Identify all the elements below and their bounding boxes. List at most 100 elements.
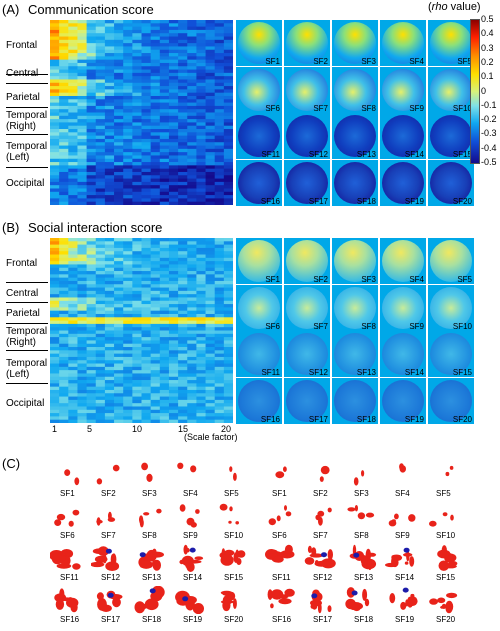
heatmap-cell: [114, 148, 124, 153]
significance-blob: [219, 503, 228, 511]
heatmap-cell: [77, 119, 87, 123]
significance-blob: [51, 553, 63, 565]
heatmap-cell: [132, 95, 142, 100]
significance-blob: [317, 560, 331, 566]
sf-label: SF19: [183, 615, 203, 624]
heatmap-cell: [196, 337, 206, 341]
heatmap-cell: [132, 251, 142, 255]
heatmap-cell: [159, 79, 170, 84]
sf-label: SF10: [436, 531, 456, 540]
heatmap-cell: [68, 162, 78, 166]
heatmap-cell: [59, 251, 69, 255]
heatmap-cell: [68, 158, 78, 163]
heatmap-cell: [59, 95, 69, 100]
heatmap-cell: [178, 257, 188, 262]
heatmap-cell: [168, 416, 179, 421]
heatmap-cell: [59, 300, 69, 305]
heatmap-cell: [214, 102, 225, 107]
heatmap-cell: [132, 195, 142, 199]
heatmap-cell: [68, 327, 78, 331]
heatmap-cell: [104, 162, 115, 166]
heatmap-cell: [104, 389, 115, 394]
heatmap-cell: [114, 33, 124, 37]
heatmap-cell: [95, 419, 106, 423]
heatmap-cell: [214, 109, 225, 113]
heatmap-cell: [150, 386, 161, 391]
heatmap-cell: [77, 337, 87, 341]
significance-blob: [448, 561, 458, 566]
heatmap-cell: [123, 416, 133, 421]
heatmap-cell: [59, 406, 69, 411]
heatmap-cell: [150, 356, 161, 361]
heatmap-cell: [95, 386, 106, 391]
heatmap-cell: [104, 119, 115, 123]
heatmap-cell: [114, 168, 124, 173]
heatmap-cell: [68, 363, 78, 368]
heatmap-cell: [187, 267, 197, 272]
heatmap-cell: [159, 241, 170, 245]
heatmap-cell: [223, 403, 233, 407]
heatmap-cell: [178, 251, 188, 255]
heatmap-cell: [77, 191, 87, 196]
heatmap-cell: [223, 419, 233, 423]
heatmap-cell: [132, 109, 142, 113]
topomap-head: [238, 161, 280, 204]
heatmap-cell: [68, 119, 78, 123]
significance-map: [268, 505, 292, 526]
heatmap-cell: [77, 36, 87, 41]
significance-blob: [96, 478, 103, 485]
heatmap-cell: [95, 155, 106, 160]
heatmap-cell: [132, 297, 142, 302]
heatmap-cell: [196, 284, 206, 288]
heatmap-cell: [86, 122, 97, 127]
heatmap-cell: [178, 313, 188, 318]
significance-blob: [429, 598, 438, 605]
heatmap-cell: [205, 23, 216, 27]
heatmap-cell: [168, 56, 179, 61]
heatmap-cell: [168, 356, 179, 361]
heatmap-cell: [214, 353, 225, 358]
heatmap-cell: [168, 347, 179, 351]
heatmap-cell: [196, 419, 206, 423]
heatmap-cell: [123, 135, 133, 140]
heatmap-cell: [205, 155, 216, 160]
heatmap-cell: [168, 53, 179, 57]
heatmap-cell: [50, 294, 60, 298]
heatmap-cell: [68, 129, 78, 133]
heatmap-cell: [214, 53, 225, 57]
heatmap-cell: [214, 119, 225, 123]
heatmap-cell: [114, 343, 124, 348]
heatmap-cell: [68, 280, 78, 285]
significance-blob: [407, 596, 418, 607]
heatmap-cell: [86, 109, 97, 113]
heatmap-cell: [150, 247, 161, 252]
heatmap-cell: [223, 274, 233, 279]
heatmap-cell: [86, 310, 97, 315]
heatmap-cell: [104, 188, 115, 193]
heatmap-cell: [104, 297, 115, 302]
heatmap-cell: [223, 39, 233, 44]
heatmap-cell: [205, 138, 216, 143]
heatmap-cell: [59, 168, 69, 173]
heatmap-cell: [123, 383, 133, 388]
heatmap-cell: [196, 201, 206, 205]
heatmap-cell: [205, 125, 216, 130]
heatmap-cell: [123, 380, 133, 384]
sf-label: SF13: [142, 573, 162, 582]
heatmap-cell: [77, 317, 87, 321]
heatmap-cell: [214, 337, 225, 341]
heatmap-cell: [114, 23, 124, 27]
heatmap-cell: [159, 33, 170, 37]
heatmap-cell: [59, 413, 69, 417]
heatmap-cell: [132, 247, 142, 252]
heatmap-cell: [196, 393, 206, 397]
heatmap-cell: [196, 413, 206, 417]
topomap-tile: SF17: [284, 377, 330, 424]
heatmap-cell: [159, 406, 170, 411]
heatmap-cell: [159, 343, 170, 348]
heatmap-cell: [123, 36, 133, 41]
heatmap-cell: [50, 304, 60, 308]
heatmap-cell: [214, 333, 225, 338]
topomap-head: [382, 240, 424, 282]
heatmap-cell: [50, 271, 60, 275]
